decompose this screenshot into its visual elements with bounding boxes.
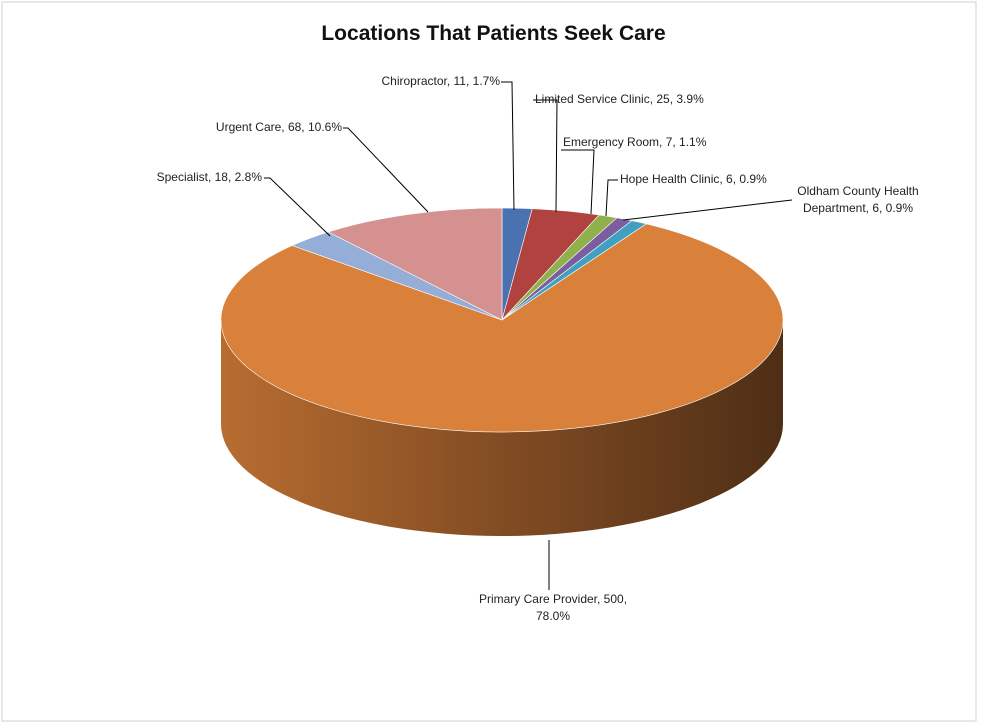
slice: Urgent Care [327,207,503,321]
leader-line [264,177,331,237]
data-label: Primary Care Provider, 500, 78.0% [478,592,628,623]
leader-line [533,99,558,213]
data-label: Chiropractor, 11, 1.7% [381,74,500,88]
data-label: Urgent Care, 68, 10.6% [215,120,342,134]
data-label: Hope Health Clinic, 6, 0.9% [620,172,767,186]
data-label: Emergency Room, 7, 1.1% [563,135,707,149]
leader-line [501,81,515,211]
data-label: Oldham County Health Department, 6, 0.9% [797,184,919,215]
chart-title: Locations That Patients Seek Care [321,22,666,45]
data-label: Specialist, 18, 2.8% [156,170,262,184]
data-label: Limited Service Clinic, 25, 3.9% [535,92,704,106]
slice: Primary Care Provider [220,223,784,433]
slice-side [221,320,783,536]
leader-line [561,149,595,215]
leader-line [622,199,793,221]
leader-line [343,127,429,213]
leader-line [605,179,618,217]
